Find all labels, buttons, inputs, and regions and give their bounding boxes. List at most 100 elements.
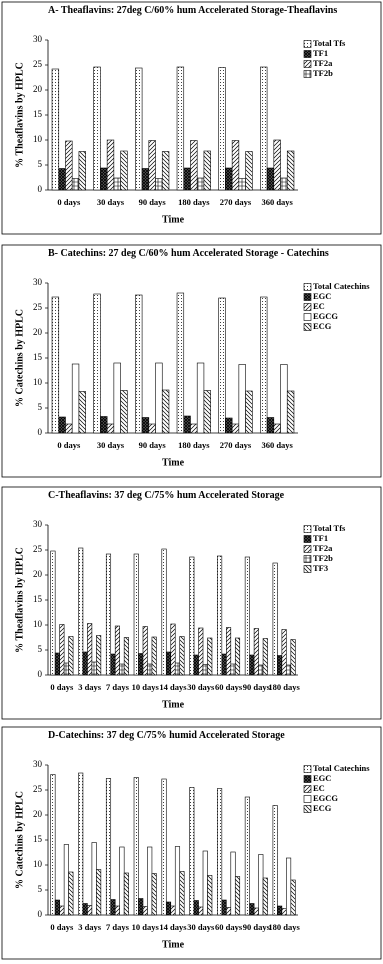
bar: [51, 296, 60, 434]
bar: [114, 625, 120, 676]
bar: [147, 846, 153, 916]
bar: [221, 899, 227, 916]
bar: [142, 906, 148, 916]
legend-swatch: [303, 775, 312, 783]
bar: [142, 626, 148, 676]
bar: [105, 778, 112, 916]
bar: [183, 415, 191, 434]
legend-label: Total Tfs: [313, 38, 346, 48]
bar: [179, 871, 185, 916]
legend-label: EGCG: [313, 793, 338, 803]
bar: [190, 423, 198, 434]
y-tick-label: 10: [33, 377, 43, 387]
bar: [63, 844, 69, 916]
bar: [120, 390, 128, 434]
y-axis-label: % Theaflavins by HPLC: [14, 62, 25, 168]
chart-title: C-Theaflavins: 37 deg C/75% hum Accelera…: [48, 490, 285, 501]
bar: [51, 68, 60, 191]
title-line: A- Theaflavins: 27deg C/60% hum Accelera…: [48, 5, 337, 16]
bar: [218, 67, 226, 191]
x-tick-label: 14 days: [159, 922, 187, 932]
bar: [174, 662, 181, 676]
bar: [147, 663, 153, 676]
legend-label: EGC: [313, 291, 331, 301]
x-tick-label: 270 days: [220, 197, 252, 207]
bar: [286, 390, 295, 434]
bar: [221, 653, 227, 676]
bar: [174, 846, 181, 916]
bar: [119, 846, 125, 916]
chart-title: A- Theaflavins: 27deg C/60% hum Accelera…: [48, 5, 337, 16]
title-line: C-Theaflavins: 37 deg C/75% hum Accelera…: [48, 490, 285, 501]
bar: [58, 168, 66, 191]
x-tick-label: 30 days: [187, 682, 215, 692]
bar: [58, 416, 66, 434]
chart-frame: [1, 244, 382, 478]
title-line: D-Catechins: 37 deg C/75% humid Accelera…: [48, 730, 285, 741]
bar: [272, 562, 278, 676]
bar: [290, 879, 296, 916]
bar: [281, 629, 287, 676]
legend-swatch: [303, 795, 312, 803]
legend-swatch: [303, 293, 312, 301]
bar: [245, 390, 253, 434]
bar: [198, 906, 204, 916]
y-tick-label: 0: [38, 184, 43, 194]
x-tick-label: 14 days: [159, 682, 187, 692]
bar: [196, 362, 205, 434]
bar: [135, 67, 143, 191]
bar: [262, 877, 268, 916]
bar: [272, 805, 278, 916]
bar: [286, 857, 292, 916]
bar: [78, 151, 86, 191]
legend-swatch: [303, 40, 312, 48]
y-tick-label: 15: [33, 109, 43, 119]
chart-title: D-Catechins: 37 deg C/75% humid Accelera…: [48, 730, 285, 741]
x-tick-label: 270 days: [220, 440, 252, 450]
bar: [161, 548, 167, 676]
bar: [258, 664, 264, 676]
y-tick-label: 0: [38, 427, 43, 437]
bar: [59, 624, 65, 676]
x-tick-label: 360 days: [261, 197, 293, 207]
bar: [138, 653, 144, 676]
legend-label: EGCG: [313, 311, 338, 321]
chart-frame: [1, 726, 382, 960]
x-tick-label: 90 days: [139, 440, 167, 450]
y-tick-label: 15: [33, 352, 43, 362]
legend-swatch: [303, 565, 312, 573]
bar: [286, 150, 295, 191]
bar: [231, 423, 240, 434]
x-tick-label: 30 days: [97, 197, 125, 207]
bar: [155, 362, 163, 434]
x-tick-label: 180 days: [178, 197, 210, 207]
y-tick-label: 15: [33, 834, 43, 844]
x-tick-label: 3 days: [78, 682, 102, 692]
bar: [217, 555, 223, 676]
bar: [151, 636, 157, 676]
bar: [91, 661, 97, 676]
bar: [238, 178, 246, 191]
bar: [119, 663, 125, 676]
bar: [176, 66, 185, 191]
bar: [280, 177, 288, 191]
x-tick-label: 180 days: [268, 922, 300, 932]
bar: [234, 637, 241, 676]
bar: [217, 788, 223, 916]
bar: [203, 390, 211, 434]
bar: [65, 423, 73, 434]
y-tick-label: 20: [33, 569, 43, 579]
legend-swatch: [303, 555, 312, 563]
y-tick-label: 30: [33, 277, 43, 287]
bar: [165, 901, 172, 916]
y-tick-label: 25: [33, 544, 43, 554]
legend-label: ECG: [313, 803, 332, 813]
bar: [225, 167, 233, 191]
bar: [54, 899, 60, 916]
bar: [277, 655, 283, 676]
x-tick-label: 0 days: [50, 922, 74, 932]
bar: [161, 389, 170, 434]
legend-label: EC: [313, 301, 325, 311]
bar: [105, 553, 112, 676]
